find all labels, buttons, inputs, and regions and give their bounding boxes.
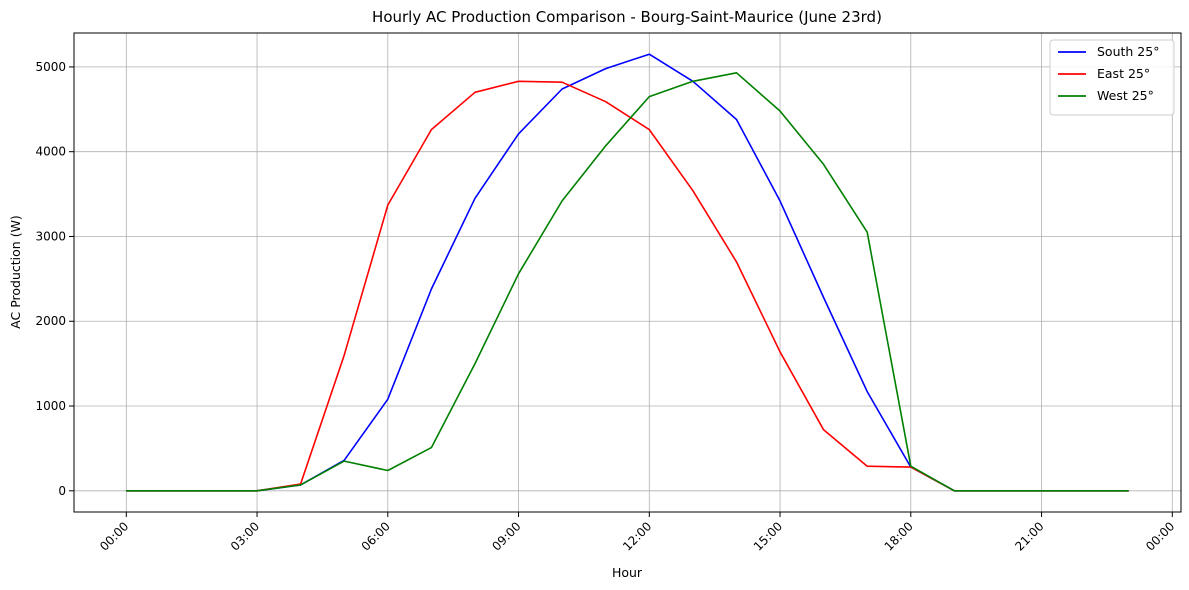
y-tick-label: 5000	[35, 60, 66, 74]
legend-label-west: West 25°	[1097, 88, 1154, 103]
chart-title: Hourly AC Production Comparison - Bourg-…	[372, 8, 882, 26]
x-axis: 00:00 03:00 06:00 09:00 12:00 15:00 18:00 21:00…	[97, 512, 1177, 554]
x-axis-label: Hour	[612, 565, 643, 580]
x-tick-label: 12:00	[620, 519, 654, 553]
x-tick-label: 21:00	[1012, 519, 1046, 553]
legend-label-east: East 25°	[1097, 66, 1150, 81]
y-axis-label: AC Production (W)	[8, 215, 23, 329]
y-tick-label: 4000	[35, 145, 66, 159]
y-tick-label: 1000	[35, 399, 66, 413]
y-axis: 0 1000 2000 3000 4000 5000	[35, 60, 74, 498]
legend-label-south: South 25°	[1097, 44, 1159, 59]
y-tick-label: 3000	[35, 229, 66, 243]
y-tick-label: 0	[58, 484, 66, 498]
x-tick-label: 03:00	[228, 519, 262, 553]
x-tick-label: 15:00	[751, 519, 785, 553]
x-tick-label: 18:00	[882, 519, 916, 553]
grid-lines	[74, 33, 1181, 512]
series-line-south	[126, 53, 1129, 492]
x-tick-label: 09:00	[489, 519, 523, 553]
series-line-east	[126, 80, 1129, 492]
x-tick-label: 06:00	[359, 519, 393, 553]
x-tick-label: 00:00	[97, 519, 131, 553]
series-lines	[126, 53, 1129, 492]
series-line-west	[126, 72, 1129, 492]
legend: South 25° East 25° West 25°	[1049, 39, 1175, 116]
y-tick-label: 2000	[35, 314, 66, 328]
plot-frame	[73, 32, 1182, 513]
x-tick-label: 00:00	[1143, 519, 1177, 553]
